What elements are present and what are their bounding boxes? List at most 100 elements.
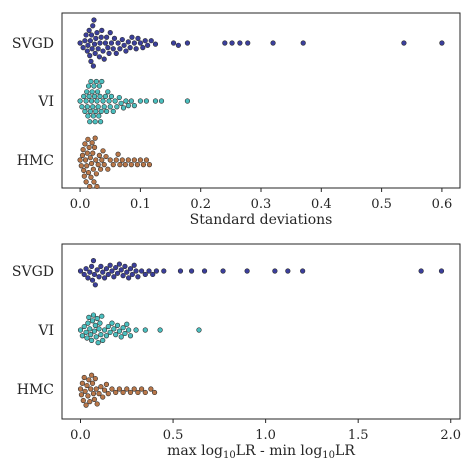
data-point	[100, 48, 106, 54]
data-point	[87, 53, 93, 59]
data-point	[90, 113, 96, 119]
data-point	[100, 394, 106, 400]
data-point	[77, 327, 84, 333]
data-point	[88, 58, 94, 65]
data-point	[150, 271, 156, 278]
data-point	[106, 50, 112, 56]
data-point	[88, 32, 95, 38]
data-point	[115, 40, 121, 46]
data-point	[127, 389, 134, 396]
data-point	[196, 327, 202, 333]
data-point	[118, 267, 124, 273]
data-point	[85, 393, 91, 399]
plot-frame	[61, 243, 461, 420]
data-point	[82, 388, 88, 394]
data-point	[96, 113, 102, 119]
data-point	[127, 44, 133, 51]
data-point	[94, 89, 101, 95]
data-point	[92, 50, 98, 56]
data-point	[84, 89, 90, 95]
data-point	[84, 382, 90, 389]
data-point	[101, 162, 107, 168]
category-label-vi: VI	[37, 94, 54, 110]
data-point	[107, 157, 113, 163]
data-point	[145, 42, 151, 48]
data-point	[81, 173, 87, 179]
data-point	[93, 334, 99, 340]
data-point	[88, 386, 94, 392]
data-point	[272, 268, 278, 274]
data-point	[89, 89, 95, 95]
data-point	[95, 46, 101, 52]
data-point	[86, 93, 92, 99]
data-point	[92, 135, 98, 141]
data-point	[135, 389, 141, 396]
data-point	[111, 35, 118, 42]
data-point	[79, 333, 85, 339]
data-point	[128, 98, 134, 104]
data-point	[184, 40, 191, 46]
data-point	[97, 93, 103, 99]
data-point	[119, 157, 125, 163]
data-point	[89, 140, 95, 146]
data-point	[97, 40, 103, 46]
data-point	[139, 386, 145, 392]
data-point	[99, 157, 105, 163]
data-point	[101, 275, 108, 281]
data-point	[101, 56, 107, 62]
data-point	[96, 391, 102, 397]
data-point	[99, 313, 105, 319]
data-point	[146, 268, 152, 274]
data-point	[133, 327, 139, 333]
data-point	[81, 323, 87, 330]
x-tick-label: 0.3	[251, 197, 272, 212]
data-point	[115, 151, 121, 157]
data-point	[81, 374, 87, 381]
series-vi	[77, 312, 202, 346]
data-point	[90, 150, 96, 156]
data-point	[300, 268, 306, 274]
data-point	[83, 329, 89, 335]
data-point	[101, 387, 108, 393]
data-point	[77, 268, 84, 274]
data-point	[116, 328, 122, 334]
data-point	[83, 266, 89, 272]
x-axis-label: max log10LR - min log10LR	[167, 443, 355, 461]
data-point	[134, 162, 140, 168]
data-point	[94, 401, 100, 407]
data-point	[98, 108, 104, 114]
data-point	[116, 261, 122, 267]
data-point	[114, 270, 121, 276]
data-point	[90, 258, 97, 264]
x-tick-label: 0.5	[371, 197, 392, 212]
data-point	[148, 386, 154, 392]
data-point	[77, 98, 83, 104]
data-point	[89, 277, 96, 283]
data-point	[89, 318, 96, 324]
data-point	[102, 40, 109, 46]
data-point	[119, 36, 125, 43]
data-point	[108, 93, 115, 99]
data-point	[80, 397, 86, 404]
data-point	[135, 274, 141, 280]
data-point	[142, 327, 148, 333]
x-tick-label: 0.4	[311, 197, 332, 212]
data-point	[85, 136, 91, 142]
data-point	[88, 332, 94, 338]
data-point	[244, 268, 250, 274]
data-point	[97, 166, 104, 172]
data-point	[101, 104, 107, 110]
data-point	[143, 157, 150, 163]
data-point	[94, 183, 100, 190]
series-hmc	[77, 135, 153, 190]
data-point	[88, 160, 95, 167]
data-point	[177, 268, 184, 274]
data-point	[152, 98, 159, 104]
data-point	[98, 332, 104, 338]
data-point	[124, 269, 130, 275]
data-point	[93, 171, 99, 177]
data-point	[153, 268, 160, 274]
data-point	[143, 98, 150, 104]
data-point	[87, 155, 93, 161]
